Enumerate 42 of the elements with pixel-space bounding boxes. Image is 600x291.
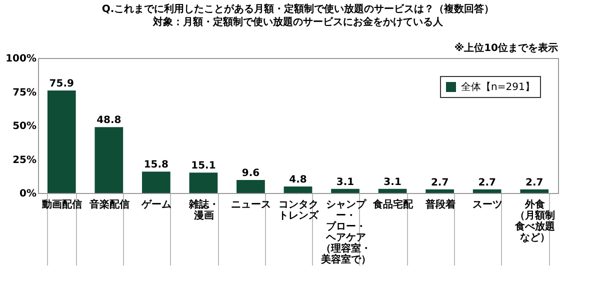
data-label: 15.8	[144, 160, 169, 171]
x-tick-label: 普段着	[424, 198, 456, 210]
x-tick-label: 音楽配信	[88, 198, 130, 210]
data-label: 2.7	[526, 177, 544, 188]
bar	[378, 188, 407, 193]
data-label: 9.6	[242, 168, 260, 180]
data-label: 3.1	[384, 176, 402, 188]
bar	[331, 188, 360, 193]
bar	[520, 189, 549, 193]
y-tick-label: 75%	[12, 87, 36, 98]
bar	[47, 90, 76, 193]
chart-title: Q.これまでに利用したことがある月額・定額制で使い放題のサービスは？（複数回答）	[102, 3, 494, 15]
x-tick-label: 雑誌・漫画	[188, 198, 219, 222]
data-label: 2.7	[478, 177, 496, 188]
data-label: 4.8	[289, 174, 307, 186]
legend-label: 全体【n=291】	[461, 81, 535, 93]
bar	[142, 172, 170, 193]
data-label: 3.1	[336, 176, 354, 188]
bar	[472, 189, 502, 193]
y-tick-label: 0%	[20, 188, 36, 200]
bar	[426, 189, 454, 193]
x-tick-label: ゲーム	[140, 198, 172, 210]
x-tick-label: 外食（月額制食べ放題など）	[514, 198, 555, 244]
y-tick-label: 25%	[12, 154, 36, 166]
x-tick-label: コンタクトレンズ	[278, 200, 320, 222]
x-tick-label: スーツ	[472, 200, 503, 210]
data-label: 2.7	[430, 177, 449, 188]
chart-subtitle: 対象：月額・定額制で使い放題のサービスにお金をかけている人	[152, 16, 444, 28]
x-tick-label: 食品宅配	[372, 198, 414, 210]
y-tick-label: 100%	[6, 54, 36, 64]
data-label: 75.9	[49, 78, 74, 90]
x-tick-label: シャンプー・ブロー・ヘアケア（理容室・美容室で）	[320, 198, 371, 266]
x-tick-label: 動画配信	[41, 198, 82, 210]
bar	[189, 172, 218, 193]
data-label: 48.8	[96, 115, 122, 126]
data-label: 15.1	[191, 160, 216, 172]
bar	[284, 186, 312, 193]
text: ※上位10位までを表示	[454, 42, 558, 54]
bar	[236, 180, 265, 193]
x-tick-label: ニュース	[231, 200, 272, 210]
bar	[94, 127, 124, 193]
y-tick-label: 50%	[12, 121, 36, 132]
